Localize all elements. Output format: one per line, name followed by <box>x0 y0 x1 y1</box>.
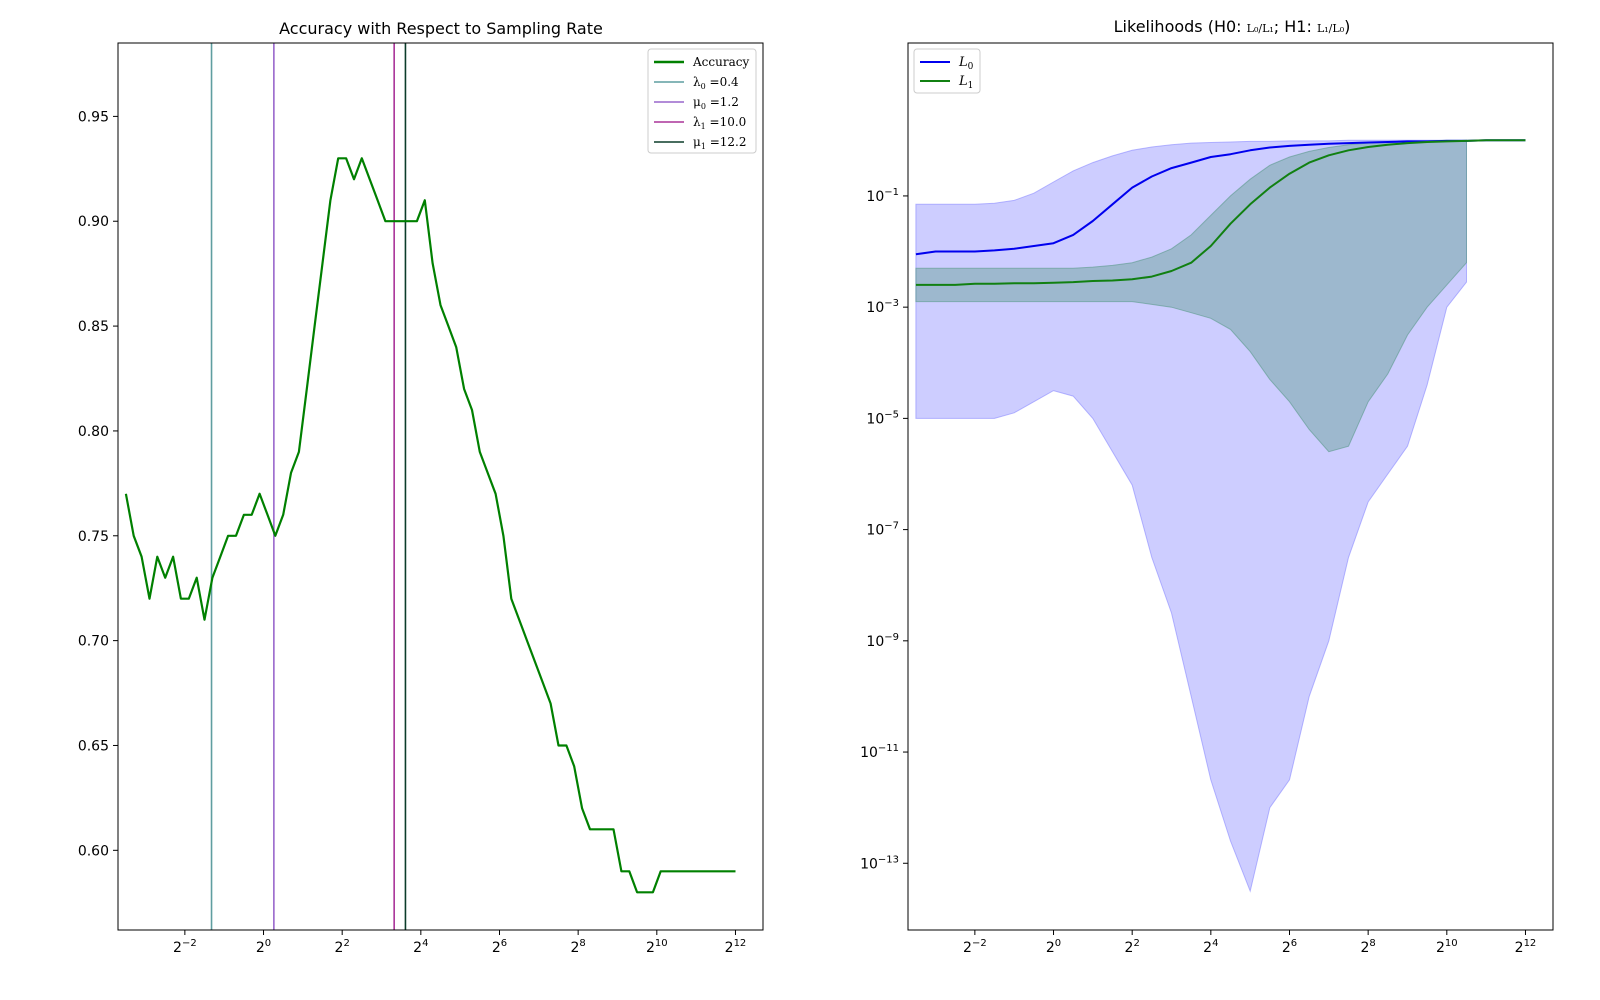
legend-label: L0 <box>958 55 974 72</box>
band-l0-range <box>915 139 1467 893</box>
y-tick-label: 10−5 <box>866 409 899 427</box>
data-series <box>915 139 1526 286</box>
x-axis-ticks: 2−2 20 22 24 26 28 210 212 <box>173 930 746 956</box>
title-suffix: ) <box>1344 17 1350 36</box>
y-tick-label: 0.85 <box>78 319 109 335</box>
x-tick-label: 28 <box>571 938 586 956</box>
y-tick-label: 0.90 <box>78 214 109 230</box>
title-frac2: L₁/L₀ <box>1317 22 1345 35</box>
x-tick-label: 22 <box>1125 938 1140 956</box>
legend-label: λ1 =10.0 <box>693 115 746 131</box>
legend-label: μ0 =1.2 <box>693 95 739 111</box>
x-tick-label: 24 <box>1203 938 1218 956</box>
svg-text:Likelihoods (H0: L₀/L₁; H1: L₁: Likelihoods (H0: L₀/L₁; H1: L₁/L₀) <box>1114 17 1351 36</box>
x-tick-label: 2−2 <box>963 938 987 956</box>
y-tick-label: 10−13 <box>860 854 899 872</box>
y-axis-ticks: 0.60 0.65 0.70 0.75 0.80 0.85 0.90 0.95 <box>78 109 118 859</box>
y-tick-label: 0.60 <box>78 843 109 859</box>
y-tick-label: 10−1 <box>866 187 899 205</box>
chart-title: Likelihoods (H0: L₀/L₁; H1: L₁/L₀) <box>1114 17 1351 36</box>
x-tick-label: 212 <box>725 938 747 956</box>
likelihoods-chart: Likelihoods (H0: L₀/L₁; H1: L₁/L₀) 2−2 20… <box>860 17 1554 956</box>
legend: Accuracy λ0 =0.4 μ0 =1.2 λ1 =10.0 μ1 =12.2 <box>647 48 757 154</box>
data-series <box>124 157 736 894</box>
legend-label: λ0 =0.4 <box>693 75 739 91</box>
y-tick-label: 10−3 <box>866 298 899 316</box>
title-prefix: Likelihoods (H0: <box>1114 17 1247 36</box>
band-l1-range <box>915 139 1467 453</box>
x-tick-label: 28 <box>1361 938 1376 956</box>
x-tick-label: 210 <box>646 938 668 956</box>
x-tick-label: 212 <box>1515 938 1537 956</box>
y-axis-ticks: 10−1 10−3 10−5 10−7 10−9 10−11 10−13 <box>860 187 908 872</box>
title-middle: ; H1: <box>1274 17 1317 36</box>
y-tick-label: 10−7 <box>866 521 899 539</box>
title-frac1: L₀/L₁ <box>1247 22 1274 35</box>
y-tick-label: 0.65 <box>78 738 109 754</box>
y-tick-label: 10−11 <box>860 743 899 761</box>
y-tick-label: 0.70 <box>78 634 109 650</box>
y-tick-label: 0.95 <box>78 109 109 125</box>
x-tick-label: 20 <box>256 938 271 956</box>
chart-title: Accuracy with Respect to Sampling Rate <box>279 19 603 38</box>
accuracy-chart: Accuracy with Respect to Sampling Rate 2… <box>78 19 764 956</box>
y-tick-label: 10−9 <box>866 632 899 650</box>
x-tick-label: 2−2 <box>173 938 197 956</box>
y-tick-label: 0.80 <box>78 424 109 440</box>
reference-lines <box>210 43 407 930</box>
x-tick-label: 22 <box>335 938 350 956</box>
x-tick-label: 210 <box>1436 938 1458 956</box>
legend-label: Accuracy <box>692 55 749 69</box>
series-line-l1 <box>915 139 1526 286</box>
x-tick-label: 26 <box>1282 938 1297 956</box>
likelihood-bands <box>915 139 1467 893</box>
x-tick-label: 24 <box>413 938 428 956</box>
plot-frame <box>907 42 1554 931</box>
legend-label: L1 <box>958 74 973 91</box>
legend-box <box>647 48 757 154</box>
x-axis-ticks: 2−2 20 22 24 26 28 210 212 <box>963 930 1536 956</box>
y-tick-label: 0.75 <box>78 529 109 545</box>
plot-frame <box>117 42 764 931</box>
series-line-accuracy <box>124 157 736 894</box>
x-tick-label: 20 <box>1046 938 1061 956</box>
legend-label: μ1 =12.2 <box>693 135 747 151</box>
x-tick-label: 26 <box>492 938 507 956</box>
